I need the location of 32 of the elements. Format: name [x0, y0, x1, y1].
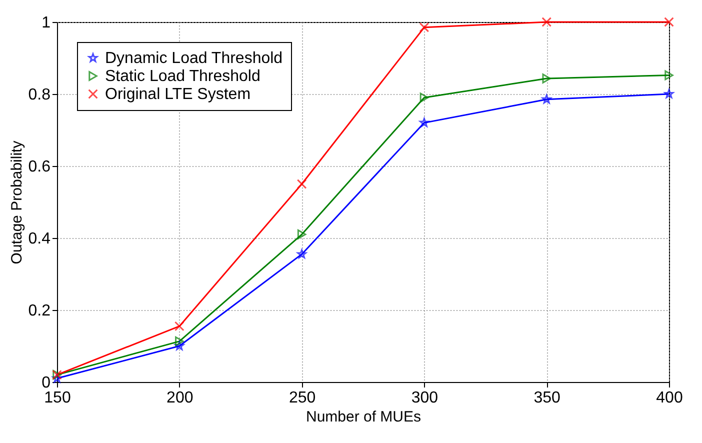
x-tick-label: 350 — [534, 390, 561, 406]
legend-label: Static Load Threshold — [105, 68, 260, 85]
point — [664, 70, 674, 80]
x-tick-label: 150 — [44, 390, 71, 406]
point — [664, 89, 674, 98]
y-tick-label: 1 — [42, 14, 51, 32]
y-tick-label: 0.6 — [28, 158, 51, 176]
y-tick-label: 0.8 — [28, 86, 51, 104]
y-tick-label: 0.4 — [28, 230, 51, 248]
legend-label: Original LTE System — [105, 86, 251, 103]
point — [420, 92, 429, 103]
point — [174, 321, 184, 332]
point — [297, 249, 307, 258]
point — [542, 17, 552, 27]
point — [297, 229, 306, 240]
point — [174, 341, 184, 350]
x-tick-label: 400 — [656, 390, 683, 406]
x-tick-label: 300 — [411, 390, 438, 406]
point — [419, 22, 430, 32]
x-tick-label: 200 — [166, 390, 194, 406]
point — [296, 179, 307, 189]
point — [419, 118, 429, 127]
point — [542, 94, 552, 104]
y-tick-label: 0 — [42, 374, 51, 392]
y-axis-title: Outage Probability — [8, 140, 26, 264]
point — [175, 336, 184, 346]
legend-label: Dynamic Load Threshold — [105, 50, 283, 67]
y-tick-label: 0.2 — [28, 302, 51, 320]
x-tick-label: 250 — [288, 390, 316, 406]
point — [542, 74, 551, 84]
point — [664, 17, 674, 27]
x-axis-title: Number of MUEs — [306, 408, 422, 426]
